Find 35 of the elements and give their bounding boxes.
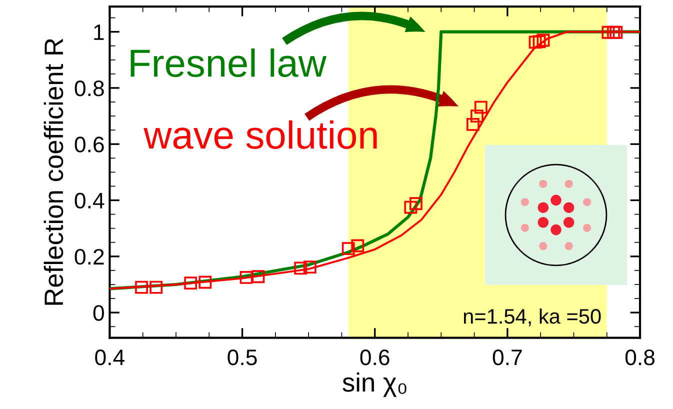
y-axis-title: Reflection coefficient R: [44, 38, 64, 305]
point: [252, 270, 265, 284]
point: [150, 280, 163, 294]
point: [602, 26, 615, 39]
x-axis-title: sin χ₀: [342, 372, 406, 398]
point: [294, 262, 308, 275]
y-tick-label: 0.2: [74, 248, 104, 265]
y-tick-label: 1: [94, 24, 104, 40]
point: [536, 34, 550, 47]
point: [351, 239, 364, 252]
y-tick-label: 0.6: [74, 136, 104, 152]
y-tick-label: 0: [93, 305, 104, 321]
x-tick-label: 0.8: [625, 350, 655, 366]
x-tick-label: 0.7: [492, 350, 522, 366]
annotation: n=1.54, ka =50: [464, 308, 601, 326]
point: [198, 276, 212, 289]
point: [474, 100, 488, 114]
point: [135, 280, 148, 294]
point: [240, 271, 253, 284]
point: [184, 276, 198, 290]
y-tick-label: 0.8: [74, 80, 104, 96]
y-tick-label: 0.4: [74, 192, 104, 209]
point: [466, 118, 480, 131]
x-tick-label: 0.6: [360, 350, 390, 366]
x-tick-label: 0.5: [228, 350, 257, 366]
point: [342, 242, 355, 256]
point: [410, 197, 422, 210]
point: [610, 26, 623, 39]
point: [404, 200, 418, 214]
legend-label: Fresnel law: [130, 48, 327, 78]
point: [532, 35, 546, 48]
point: [528, 36, 542, 49]
text: wave solution: [144, 120, 377, 149]
point: [303, 260, 316, 274]
point: [470, 110, 484, 122]
